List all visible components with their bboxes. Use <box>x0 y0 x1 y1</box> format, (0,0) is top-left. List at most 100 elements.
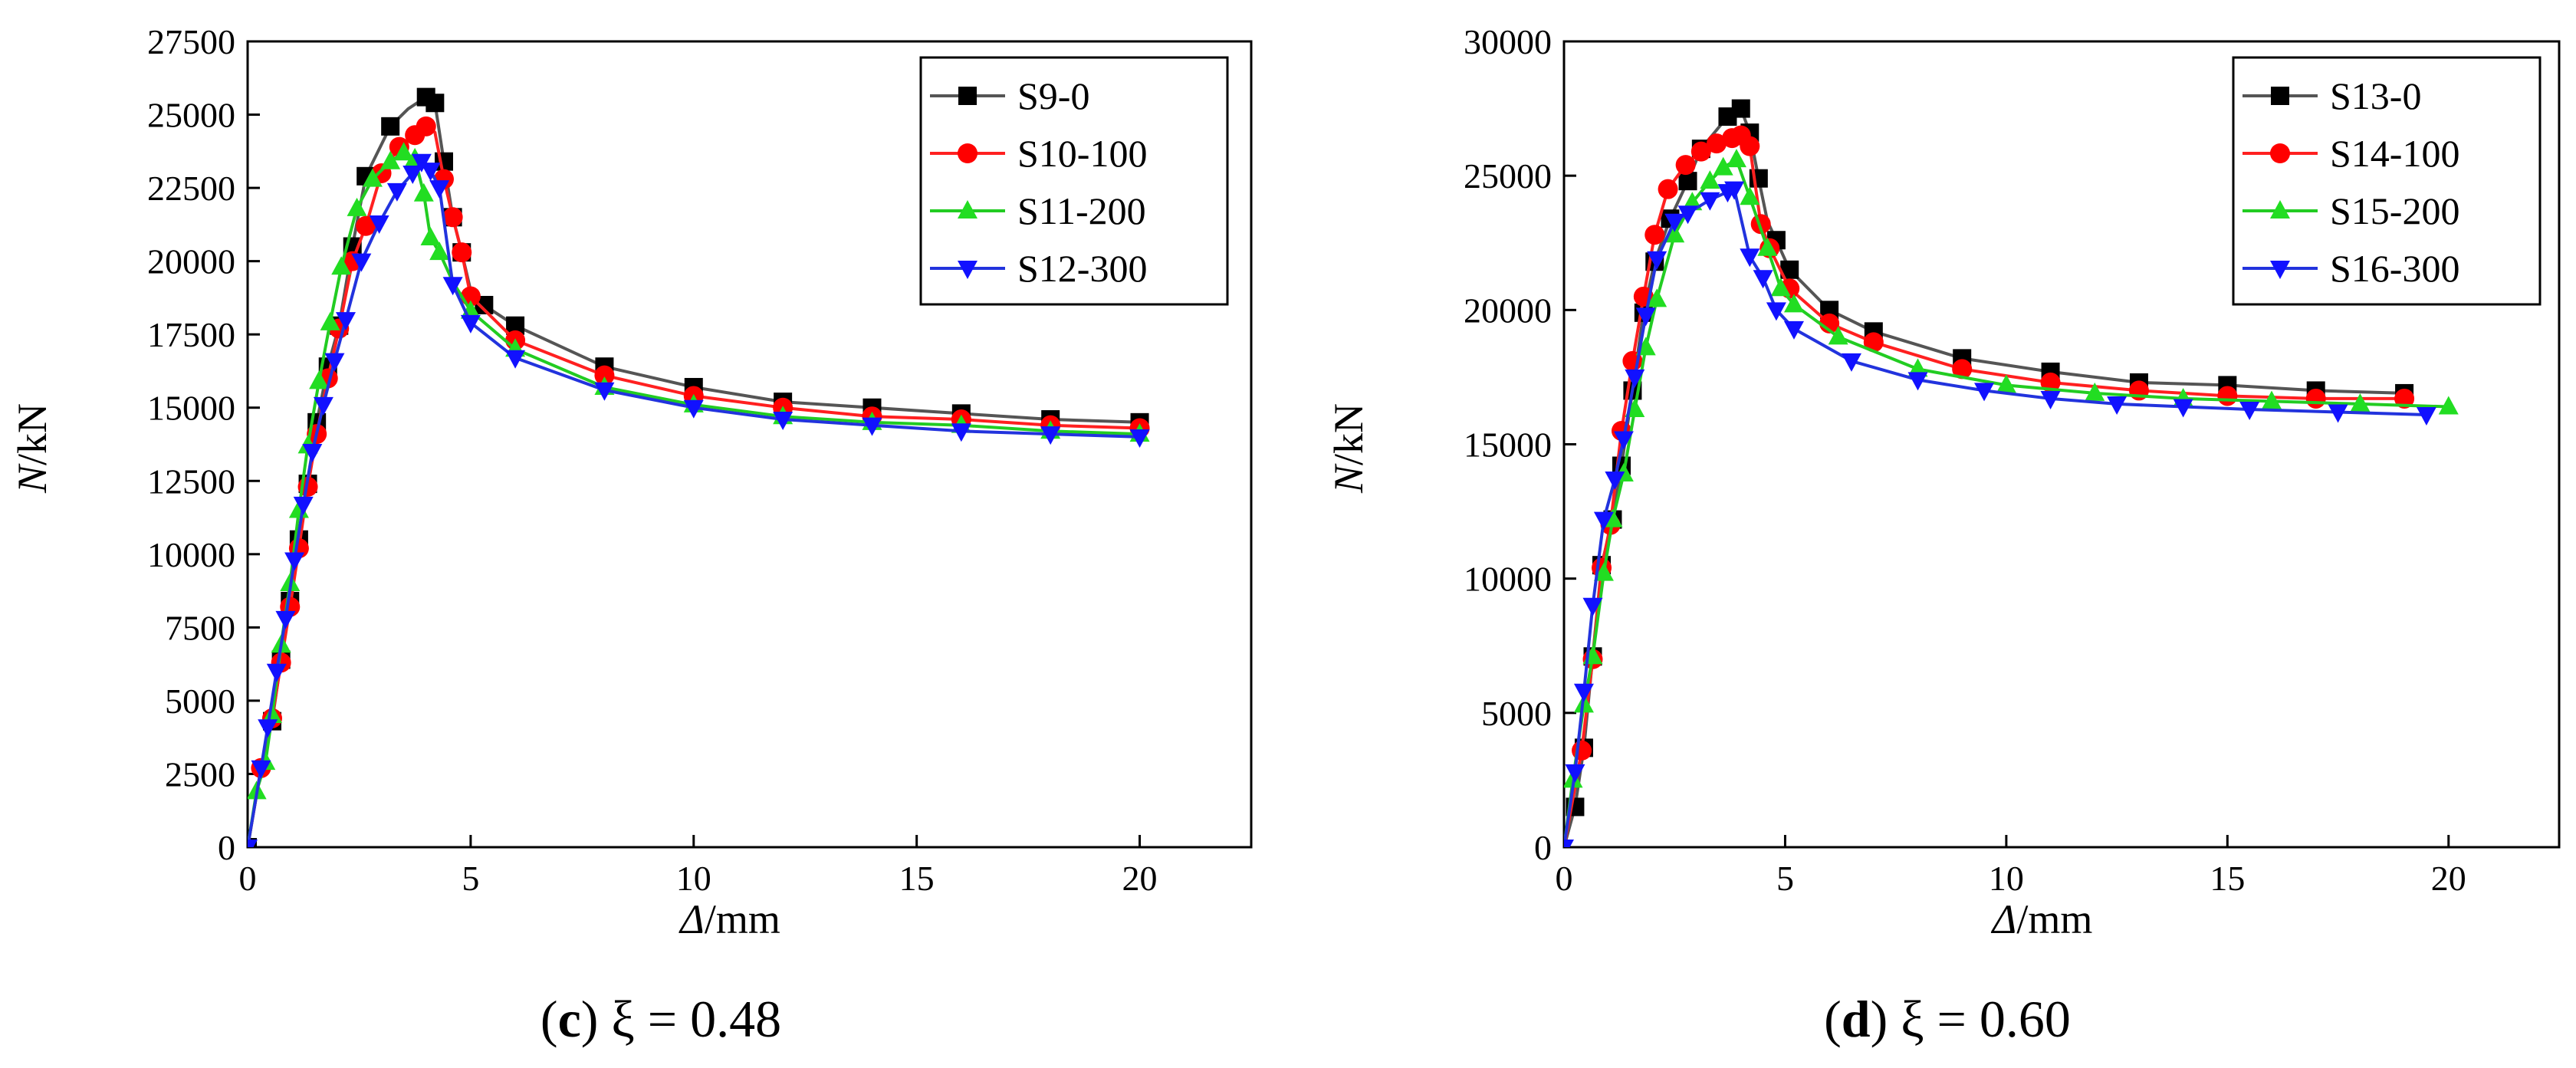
x-tick-label: 20 <box>1122 859 1158 898</box>
data-point <box>248 840 258 847</box>
data-point <box>1907 372 1928 391</box>
x-tick-label: 15 <box>2210 859 2245 898</box>
data-point <box>1682 192 1703 211</box>
x-tick-label: 20 <box>2431 859 2466 898</box>
x-tick-label: 0 <box>239 859 257 898</box>
data-point <box>1644 225 1665 245</box>
data-point <box>284 552 305 571</box>
data-point <box>351 253 372 272</box>
data-point <box>335 312 356 331</box>
y-tick-label: 2500 <box>165 754 235 794</box>
y-tick-label: 15000 <box>1464 426 1552 465</box>
data-point <box>1593 562 1614 581</box>
y-axis-unit: /kN <box>1326 403 1372 465</box>
data-point <box>356 215 376 236</box>
data-point <box>2350 393 2371 412</box>
data-point <box>1707 133 1727 154</box>
data-point <box>460 314 481 334</box>
data-point <box>275 610 296 629</box>
data-point <box>420 163 441 182</box>
y-tick-label: 30000 <box>1464 22 1552 61</box>
y-tick-label: 7500 <box>165 608 235 647</box>
data-point <box>1740 186 1760 205</box>
caption-paren-open: ( <box>1824 990 1842 1048</box>
y-tick-label: 20000 <box>147 242 235 281</box>
y-tick-label: 5000 <box>1481 694 1552 733</box>
y-axis-symbol: N <box>1326 463 1372 494</box>
data-point <box>429 242 450 261</box>
y-tick-label: 0 <box>218 828 235 867</box>
data-point <box>1664 213 1685 232</box>
data-point <box>2262 390 2282 409</box>
y-tick-label: 20000 <box>1464 291 1552 330</box>
legend-swatch-marker <box>958 261 978 279</box>
panel-caption: (c) ξ = 0.48 <box>540 990 781 1048</box>
legend-label: S16-300 <box>2330 247 2459 290</box>
panel-caption: (d) ξ = 0.60 <box>1824 990 2071 1048</box>
data-point <box>420 227 441 246</box>
y-tick-label: 15000 <box>147 389 235 428</box>
y-tick-label: 5000 <box>165 682 235 721</box>
data-point <box>320 311 340 330</box>
legend-label: S14-100 <box>2330 132 2459 175</box>
legend-swatch-marker <box>958 143 978 163</box>
data-point <box>1593 511 1614 531</box>
data-point <box>347 197 367 216</box>
data-point <box>429 180 450 199</box>
data-point <box>1565 764 1585 783</box>
chart-panel-c: 0 5 10 15 20 0 2500 5000 7500 10000 12500 15000 1750… <box>9 22 1253 1048</box>
data-point <box>1677 205 1698 225</box>
data-point <box>1573 683 1594 702</box>
data-point <box>261 705 282 724</box>
data-point <box>862 417 882 436</box>
data-point <box>773 412 794 431</box>
legend-swatch-marker <box>2271 87 2289 105</box>
data-point <box>1564 840 1574 847</box>
caption-letter: c <box>558 990 581 1048</box>
y-tick-label: 12500 <box>147 462 235 501</box>
x-tick-label: 5 <box>462 859 479 898</box>
legend-swatch-marker <box>2270 143 2290 163</box>
data-point <box>1691 141 1711 162</box>
legend-swatch-marker <box>2270 200 2290 219</box>
y-tick-label: 10000 <box>1464 560 1552 599</box>
data-point <box>369 215 389 234</box>
data-point <box>2305 388 2326 409</box>
series-S16-300 <box>1564 181 2436 847</box>
data-point <box>1753 270 1773 289</box>
data-point <box>2040 390 2061 409</box>
data-point <box>1783 320 1804 340</box>
data-point <box>313 396 334 416</box>
data-point <box>1647 251 1668 270</box>
series-S12-300 <box>248 153 1150 847</box>
y-axis-title: N/kN <box>9 403 55 494</box>
legend-swatch-marker <box>2270 261 2290 279</box>
data-point <box>1724 181 1745 200</box>
data-point <box>442 277 463 296</box>
chart-panel-d: 0 5 10 15 20050001000015000200002500030000Δ/… <box>1326 22 2561 1048</box>
legend-label: S15-200 <box>2330 189 2459 232</box>
legend-label: S11-200 <box>1017 189 1146 232</box>
caption-paren-close: ) <box>581 990 599 1048</box>
data-point <box>2416 406 2436 426</box>
data-point <box>416 116 436 136</box>
data-point <box>1863 332 1884 353</box>
data-point <box>258 719 278 738</box>
y-tick-label: 22500 <box>147 169 235 208</box>
caption-paren-close: ) <box>1871 990 1888 1048</box>
data-point <box>1731 99 1750 118</box>
series-line <box>248 159 1140 847</box>
data-point <box>362 168 383 187</box>
legend-label: S9-0 <box>1017 74 1089 117</box>
data-point <box>1952 359 1973 380</box>
data-point <box>1678 172 1697 191</box>
data-point <box>1740 136 1760 156</box>
y-axis-unit: /kN <box>9 403 55 465</box>
legend-swatch-marker <box>958 200 978 219</box>
data-point <box>266 663 287 682</box>
data-point <box>1647 288 1668 307</box>
data-point <box>331 256 352 275</box>
x-axis-symbol: Δ <box>1991 896 2017 942</box>
data-point <box>2107 396 2128 415</box>
